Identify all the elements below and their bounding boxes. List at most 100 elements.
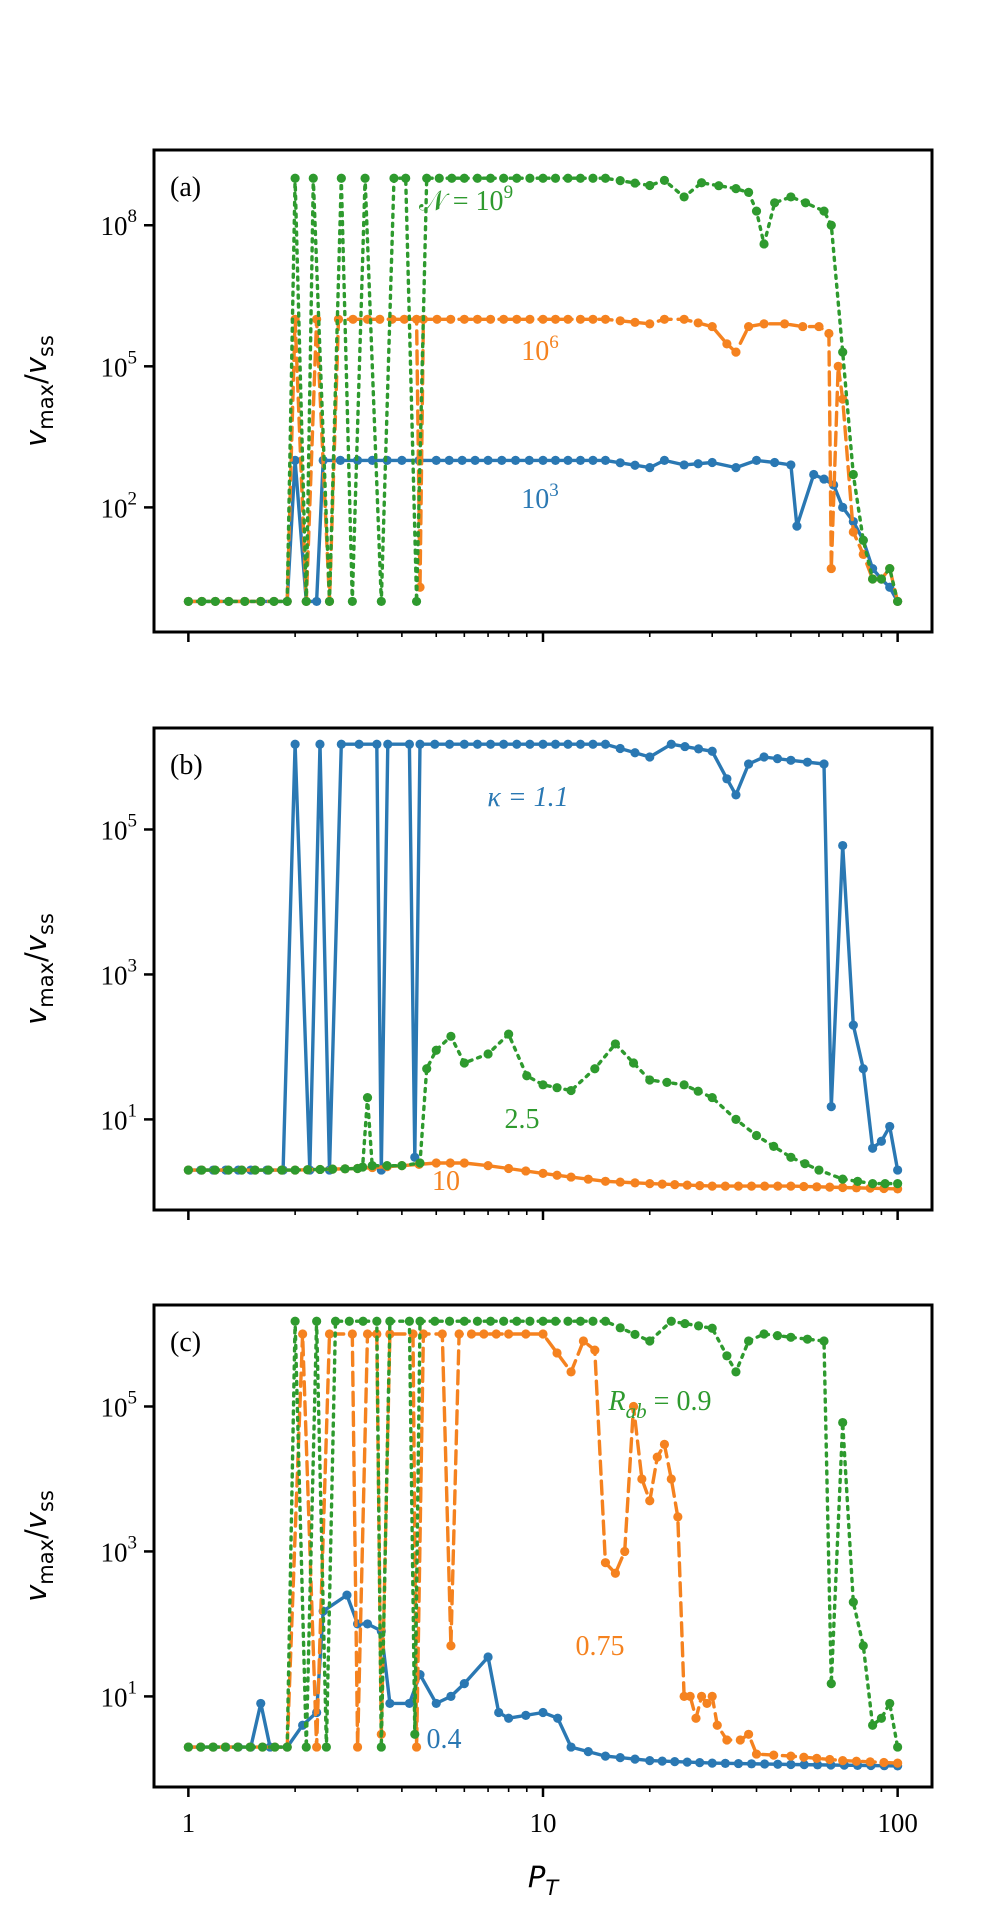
data-point — [233, 1742, 243, 1752]
data-point — [472, 1316, 483, 1326]
data-point — [512, 1316, 522, 1326]
data-point — [759, 752, 769, 762]
data-point — [826, 563, 836, 574]
data-point — [385, 1698, 395, 1709]
data-point — [538, 1707, 548, 1718]
data-point — [437, 1329, 447, 1339]
data-point — [445, 1158, 455, 1168]
data-point — [583, 1746, 593, 1757]
data-point — [825, 1182, 835, 1192]
panel-3: 1 10 100 101 103 105 vmax/vss (c) Rab = 0.9 0.75 0… — [19, 1303, 934, 1900]
data-point — [422, 173, 432, 183]
data-point — [245, 1742, 255, 1752]
data-point — [550, 455, 561, 465]
data-point — [277, 1165, 287, 1175]
data-point — [315, 1164, 325, 1175]
data-point — [183, 1742, 193, 1752]
data-point — [876, 1136, 887, 1146]
data-point — [444, 1316, 455, 1326]
data-point — [459, 173, 469, 183]
data-point — [615, 1323, 625, 1333]
data-point — [411, 596, 422, 607]
data-point — [430, 739, 440, 749]
series-green — [183, 1029, 903, 1189]
data-point — [772, 1331, 783, 1341]
data-point — [270, 1742, 280, 1752]
data-point — [880, 1179, 890, 1189]
data-point — [485, 173, 496, 183]
data-point — [522, 1071, 532, 1081]
data-point — [600, 1176, 611, 1186]
data-point — [833, 361, 843, 371]
data-point — [336, 173, 346, 183]
y-axis-label: vmax/vss — [19, 335, 58, 447]
data-point — [524, 455, 534, 465]
data-point — [447, 173, 457, 183]
data-point — [298, 1329, 308, 1339]
series-annotation: 0.75 — [576, 1631, 625, 1662]
data-point — [196, 1742, 206, 1752]
data-point — [645, 1179, 655, 1189]
data-point — [853, 1176, 863, 1186]
data-point — [838, 394, 848, 404]
data-point — [197, 596, 207, 607]
data-point — [769, 1750, 779, 1760]
data-point — [838, 840, 848, 851]
data-point — [575, 1316, 586, 1326]
data-point — [693, 459, 703, 469]
data-point — [415, 739, 425, 749]
data-point — [525, 314, 535, 324]
data-point — [744, 321, 754, 332]
data-point — [290, 173, 300, 183]
data-point — [538, 1080, 548, 1090]
y-axis-label: vmax/vss — [19, 913, 58, 1025]
data-point — [666, 739, 676, 749]
data-point — [707, 457, 717, 468]
data-point — [504, 1329, 514, 1339]
data-point — [652, 1452, 662, 1462]
data-point — [615, 458, 625, 468]
data-point — [360, 173, 370, 183]
data-point — [600, 739, 611, 749]
series-line — [186, 176, 900, 604]
data-point — [751, 1130, 762, 1141]
data-point — [707, 1758, 717, 1768]
data-point — [800, 1159, 810, 1169]
data-point — [444, 739, 455, 749]
data-point — [372, 1329, 382, 1339]
data-point — [885, 563, 895, 574]
data-point — [630, 460, 640, 470]
data-point — [312, 1316, 322, 1326]
data-point — [744, 1336, 754, 1346]
data-point — [197, 1165, 207, 1175]
data-point — [466, 1329, 477, 1339]
data-point — [404, 1316, 414, 1326]
data-point — [499, 739, 509, 749]
data-point — [720, 1758, 730, 1768]
data-point — [372, 1316, 382, 1326]
data-point — [786, 755, 796, 765]
series-line — [186, 1593, 900, 1768]
data-point — [563, 173, 573, 183]
data-point — [731, 1114, 741, 1124]
data-point — [751, 206, 762, 216]
data-point — [352, 1742, 363, 1752]
data-point — [404, 739, 414, 749]
data-point — [893, 596, 903, 607]
data-point — [858, 1064, 868, 1074]
data-point — [575, 455, 586, 465]
data-point — [553, 1713, 563, 1723]
data-point — [550, 739, 561, 749]
data-point — [315, 739, 325, 749]
data-point — [630, 1754, 640, 1764]
data-point — [397, 455, 407, 465]
data-point — [491, 1329, 501, 1339]
data-point — [600, 455, 611, 465]
data-point — [399, 314, 409, 324]
data-point — [538, 1168, 548, 1178]
panel-label: (a) — [170, 172, 201, 203]
data-point — [483, 1161, 493, 1171]
data-point — [779, 319, 790, 329]
data-point — [685, 1691, 695, 1701]
panel-2: 101 103 105 vmax/vss (b) κ = 1.1 2.5 10 — [19, 726, 934, 1220]
